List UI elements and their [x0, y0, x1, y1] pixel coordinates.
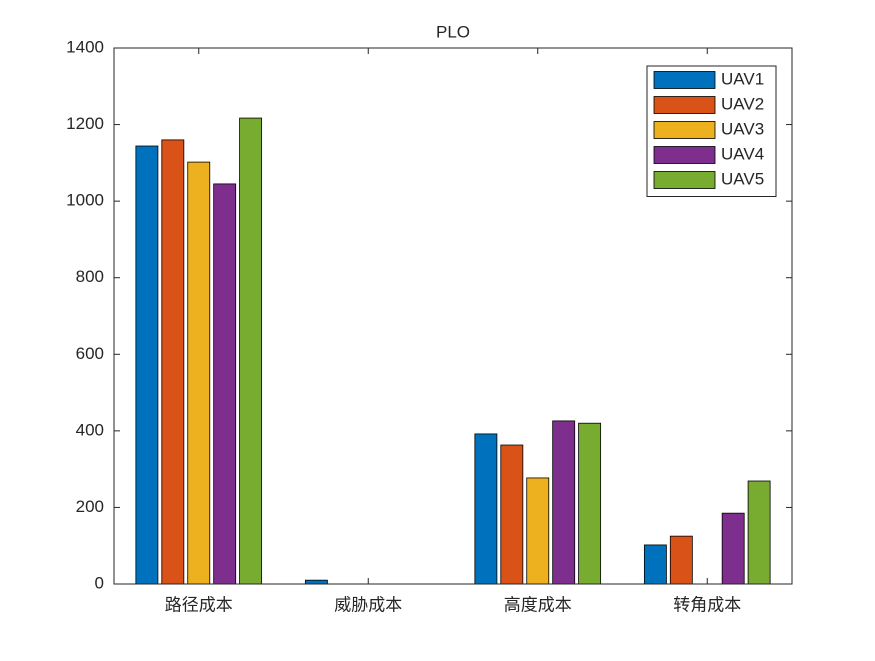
bar — [578, 422, 602, 585]
bar — [161, 139, 185, 585]
x-tick-label: 威胁成本 — [334, 595, 402, 614]
y-tick-label: 600 — [76, 344, 104, 363]
legend-label: UAV3 — [721, 119, 764, 138]
chart-title: PLO — [436, 22, 470, 41]
bar — [526, 477, 550, 585]
y-tick-label: 400 — [76, 420, 104, 439]
bar — [304, 579, 328, 585]
y-tick-label: 1000 — [66, 191, 104, 210]
legend-swatch — [653, 171, 716, 189]
y-tick-label: 1200 — [66, 114, 104, 133]
legend-label: UAV1 — [721, 69, 764, 88]
y-tick-label: 800 — [76, 267, 104, 286]
bar — [669, 535, 693, 585]
bar — [135, 145, 159, 585]
legend-swatch — [653, 121, 716, 139]
x-tick-label: 高度成本 — [504, 595, 572, 614]
legend-label: UAV4 — [721, 144, 764, 163]
bar — [721, 512, 745, 585]
x-tick-label: 路径成本 — [165, 595, 233, 614]
x-tick-label: 转角成本 — [673, 595, 741, 614]
bar — [239, 117, 263, 585]
bar — [213, 183, 237, 585]
bar — [643, 544, 667, 585]
y-tick-label: 0 — [95, 573, 104, 592]
bar — [474, 433, 498, 585]
legend-label: UAV5 — [721, 169, 764, 188]
legend-swatch — [653, 96, 716, 114]
bar — [552, 420, 576, 585]
legend-label: UAV2 — [721, 94, 764, 113]
bar — [747, 480, 771, 585]
bar — [187, 161, 211, 585]
axes-box — [113, 47, 793, 585]
y-tick-label: 1400 — [66, 37, 104, 56]
legend-swatch — [653, 71, 716, 89]
legend-swatch — [653, 146, 716, 164]
bar — [500, 444, 524, 585]
y-tick-label: 200 — [76, 497, 104, 516]
